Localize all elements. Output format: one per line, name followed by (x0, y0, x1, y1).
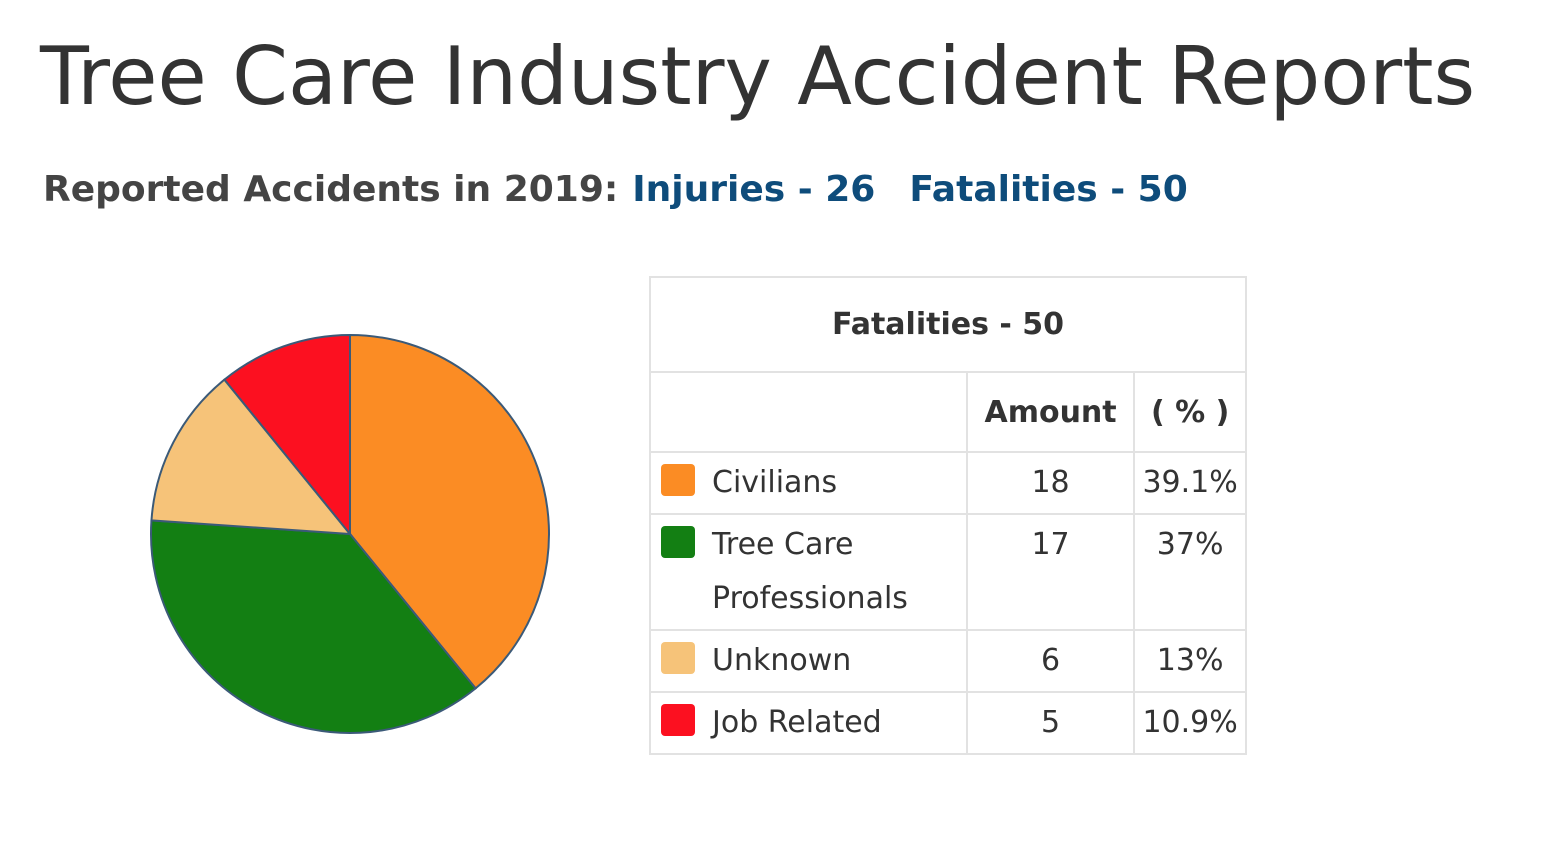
injuries-link[interactable]: Injuries - 26 (632, 169, 876, 210)
row-percent: 13% (1133, 629, 1247, 693)
row-percent: 39.1% (1133, 451, 1247, 515)
pie-slice-tree-care-professionals[interactable] (150, 519, 477, 734)
fatalities-link[interactable]: Fatalities - 50 (909, 169, 1188, 210)
legend-label: Civilians (712, 465, 838, 500)
row-amount: 17 (965, 513, 1136, 631)
header-percent: ( % ) (1133, 371, 1247, 453)
pie-slice-civilians[interactable] (349, 333, 550, 690)
header-amount: Amount (965, 371, 1136, 453)
fatalities-table: Fatalities - 50 Amount ( % ) Civilians 1… (649, 276, 1247, 755)
page-title: Tree Care Industry Accident Reports (40, 30, 1476, 123)
legend-label: Unknown (712, 643, 852, 678)
legend-swatch (661, 526, 695, 558)
table-row: Civilians 18 39.1% (649, 451, 1247, 515)
pie-slice-job-related[interactable] (223, 333, 351, 537)
legend-label: Job Related (712, 705, 882, 740)
legend-swatch (661, 704, 695, 736)
row-amount: 18 (965, 451, 1136, 515)
header-label (649, 371, 968, 453)
row-label-cell: Civilians (649, 451, 968, 515)
accident-summary: Reported Accidents in 2019: Injuries - 26… (43, 165, 1188, 215)
table-caption-row: Fatalities - 50 (649, 276, 1247, 373)
legend-swatch (661, 464, 695, 496)
row-percent: 37% (1133, 513, 1247, 631)
table-row: Unknown 6 13% (649, 629, 1247, 693)
row-label-cell: Job Related (649, 691, 968, 755)
row-amount: 6 (965, 629, 1136, 693)
row-label-cell: Unknown (649, 629, 968, 693)
legend-label: Tree Care Professionals (712, 527, 908, 616)
table-caption: Fatalities - 50 (649, 276, 1247, 373)
pie-chart-svg (150, 333, 550, 734)
summary-lead: Reported Accidents in 2019: (43, 169, 619, 210)
legend-swatch (661, 642, 695, 674)
row-label-cell: Tree Care Professionals (649, 513, 968, 631)
row-amount: 5 (965, 691, 1136, 755)
row-percent: 10.9% (1133, 691, 1247, 755)
pie-slice-unknown[interactable] (150, 378, 353, 536)
table-header-row: Amount ( % ) (649, 371, 1247, 453)
table-row: Job Related 5 10.9% (649, 691, 1247, 755)
table-row: Tree Care Professionals 17 37% (649, 513, 1247, 631)
fatalities-pie-chart (140, 324, 560, 744)
